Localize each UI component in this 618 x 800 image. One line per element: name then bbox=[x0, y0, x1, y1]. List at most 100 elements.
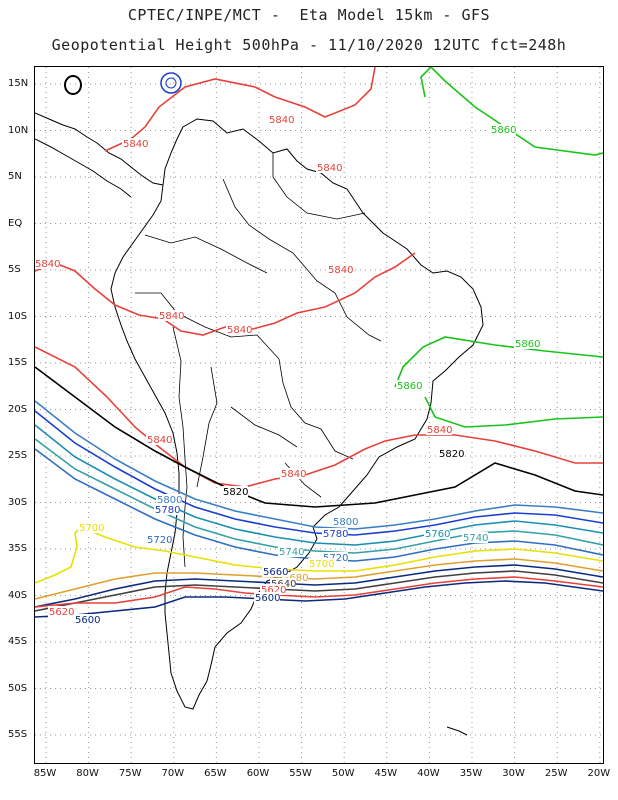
contour-label: 5840 bbox=[427, 425, 452, 436]
lon-label: 50W bbox=[331, 768, 355, 779]
lat-label: 30S bbox=[8, 496, 28, 508]
lat-label: 40S bbox=[8, 589, 28, 601]
contour-label-bg bbox=[280, 468, 306, 479]
contour-lines bbox=[35, 67, 603, 618]
contour-label: 5720 bbox=[147, 535, 172, 546]
lat-label: 10S bbox=[8, 310, 28, 322]
contour-label: 5760 bbox=[425, 529, 450, 540]
contour-label-bg bbox=[35, 258, 60, 269]
lon-label: 85W bbox=[33, 768, 57, 779]
contour-5620 bbox=[35, 576, 603, 608]
lon-label: 25W bbox=[544, 768, 568, 779]
contour-label-bg bbox=[122, 138, 148, 149]
contour-label-bg bbox=[332, 516, 358, 527]
contour-label-bg bbox=[270, 578, 296, 589]
central-america-coastline bbox=[35, 112, 164, 186]
contour-label-bg bbox=[322, 552, 348, 563]
contour-label: 5620 bbox=[49, 607, 74, 618]
contour-label-bg bbox=[260, 584, 286, 595]
contour-label-bg bbox=[396, 380, 422, 391]
lat-label: EQ bbox=[8, 217, 23, 229]
contour-label-bg bbox=[514, 338, 540, 349]
island bbox=[64, 75, 82, 95]
contour-label-bg bbox=[158, 310, 184, 321]
contour-label-bg bbox=[146, 534, 172, 545]
lat-label: 55S bbox=[8, 729, 28, 740]
contour-label: 5860 bbox=[491, 125, 516, 136]
lat-label: 15N bbox=[8, 78, 29, 89]
chart-subtitle: Geopotential Height 500hPa - 11/10/2020 … bbox=[51, 36, 567, 54]
contour-label: 5860 bbox=[397, 381, 422, 392]
contour-label: 5720 bbox=[323, 553, 348, 564]
contour-5600 bbox=[35, 580, 603, 618]
contour-label: 5740 bbox=[279, 547, 304, 558]
contour-label-bg bbox=[327, 264, 353, 275]
lon-label: 65W bbox=[204, 768, 227, 779]
contour-5800 bbox=[35, 400, 603, 530]
contour-label-bg bbox=[222, 486, 248, 497]
island bbox=[165, 77, 177, 89]
contour-5760 bbox=[35, 424, 603, 546]
contour-label-bg bbox=[316, 162, 342, 173]
central-america-pacific-coast bbox=[35, 138, 132, 198]
contour-label-bg bbox=[254, 592, 280, 603]
contour-label: 5840 bbox=[123, 139, 148, 150]
contour-label-bg bbox=[282, 572, 308, 583]
lat-label: 50S bbox=[8, 682, 28, 694]
contour-5700 bbox=[35, 526, 603, 584]
lon-label: 60W bbox=[246, 768, 270, 779]
contour-label-bg bbox=[78, 522, 104, 533]
map-canvas: 5840 5840 5840 5840 5840 5840 5840 5840 5840 5840… bbox=[35, 67, 603, 763]
contour-label: 5800 bbox=[333, 517, 358, 528]
lat-label: 35S bbox=[8, 543, 28, 554]
contour-5840 bbox=[35, 252, 416, 336]
contour-label: 5840 bbox=[281, 469, 306, 480]
contour-label: 5840 bbox=[159, 311, 184, 322]
lat-label: 5N bbox=[8, 171, 22, 182]
contour-label: 5800 bbox=[157, 495, 182, 506]
contour-5740 bbox=[35, 438, 603, 554]
contour-label: 5780 bbox=[323, 529, 348, 540]
lon-label: 20W bbox=[587, 768, 611, 779]
contour-label: 5700 bbox=[309, 559, 334, 570]
contour-5840 bbox=[104, 67, 376, 152]
contour-label-bg bbox=[490, 124, 516, 135]
contour-label-bg bbox=[146, 434, 172, 445]
contour-label: 5840 bbox=[227, 325, 252, 336]
contour-label-bg bbox=[268, 114, 294, 125]
contour-label: 5600 bbox=[255, 593, 280, 604]
contour-5860 bbox=[420, 67, 432, 98]
contour-5860 bbox=[424, 396, 603, 428]
lat-label: 5S bbox=[8, 264, 21, 275]
lat-label: 45S bbox=[8, 636, 28, 647]
lon-label: 45W bbox=[374, 768, 398, 779]
contour-label-bg bbox=[154, 504, 180, 515]
contour-5860 bbox=[430, 67, 603, 156]
contour-label: 5740 bbox=[463, 533, 488, 544]
contour-label: 5700 bbox=[79, 523, 104, 534]
contour-label: 5600 bbox=[75, 615, 100, 626]
contour-5840 bbox=[35, 346, 603, 488]
contour-5680 bbox=[35, 558, 603, 600]
contour-label: 5840 bbox=[35, 259, 60, 270]
island bbox=[160, 72, 182, 94]
contour-label: 5780 bbox=[155, 505, 180, 516]
south-georgia bbox=[446, 726, 468, 736]
contour-label: 5860 bbox=[515, 339, 540, 350]
lat-label: 10N bbox=[8, 124, 29, 136]
contour-label-bg bbox=[426, 424, 452, 435]
contour-label-bg bbox=[322, 528, 348, 539]
lon-label: 75W bbox=[118, 768, 142, 779]
chart-title: CPTEC/INPE/MCT - Eta Model 15km - GFS bbox=[127, 6, 491, 24]
contour-label-bg bbox=[262, 566, 288, 577]
contour-label-bg bbox=[462, 532, 488, 543]
contour-label: 5820 bbox=[439, 449, 464, 460]
contour-label: 5840 bbox=[147, 435, 172, 446]
lon-label: 70W bbox=[161, 768, 185, 779]
contour-label-bg bbox=[278, 546, 304, 557]
contour-label-bg bbox=[308, 558, 334, 569]
lat-label: 25S bbox=[8, 450, 28, 461]
lon-label: 40W bbox=[417, 768, 440, 779]
map-frame: 5840 5840 5840 5840 5840 5840 5840 5840 5840 5840… bbox=[34, 66, 604, 764]
contour-label: 5840 bbox=[269, 115, 294, 126]
